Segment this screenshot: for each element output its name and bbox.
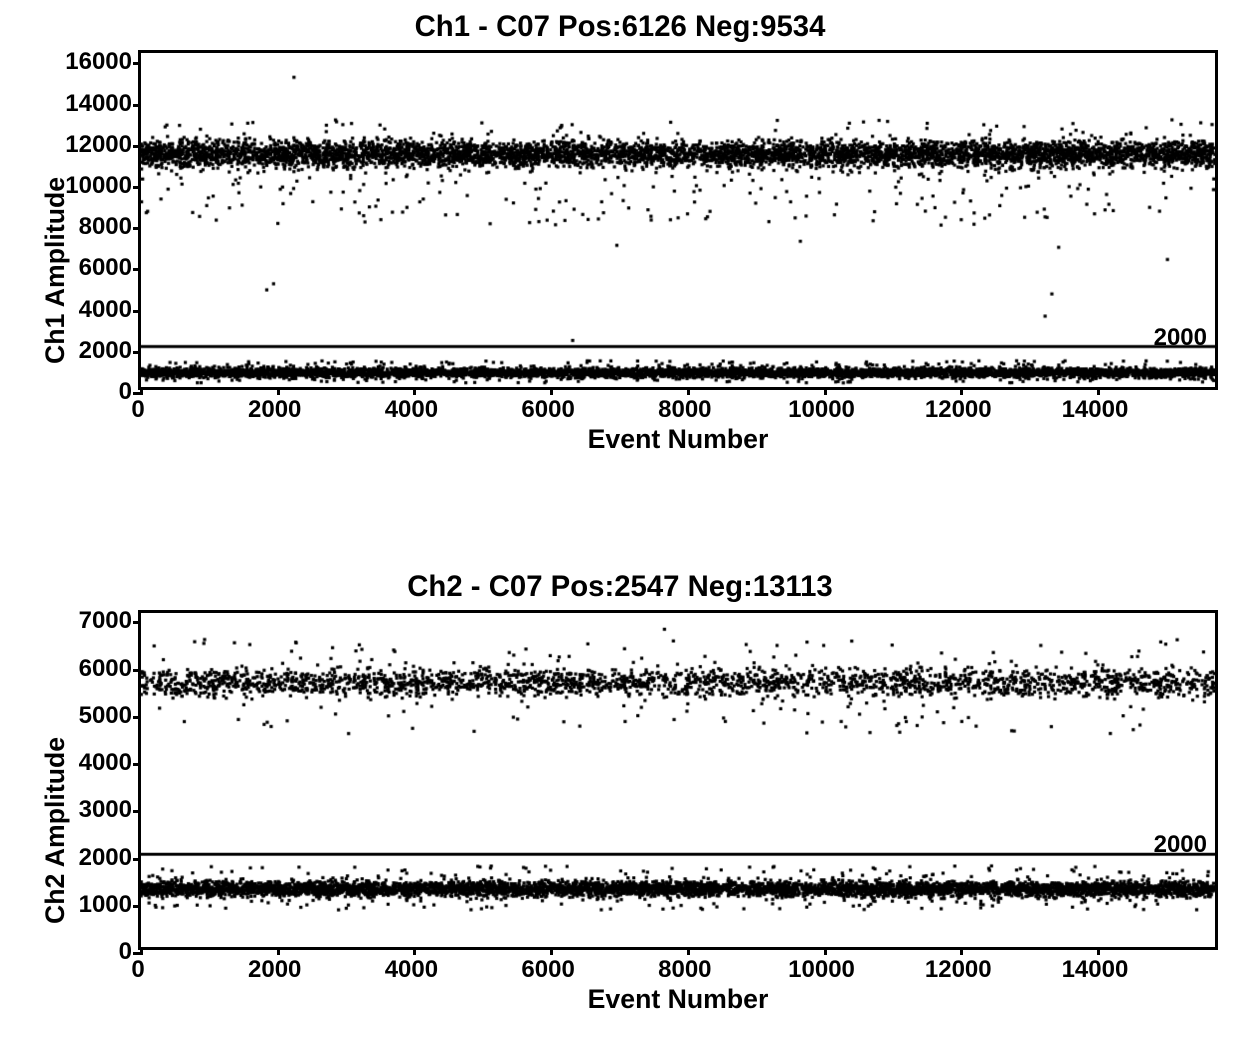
xtick-label: 12000 bbox=[918, 396, 998, 424]
ytick-label: 5000 bbox=[28, 702, 132, 730]
xtick-label: 8000 bbox=[645, 396, 725, 424]
chart-ch1-plot: 2000 bbox=[138, 50, 1218, 390]
xtick-label: 2000 bbox=[235, 956, 315, 984]
chart-ch2: Ch2 - C07 Pos:2547 Neg:13113 Ch2 Amplitu… bbox=[20, 570, 1220, 1040]
chart-ch2-xlabel: Event Number bbox=[138, 984, 1218, 1015]
chart-ch1-xticks: 02000400060008000100001200014000 bbox=[138, 394, 1218, 424]
page-root: Ch1 - C07 Pos:6126 Neg:9534 Ch1 Amplitud… bbox=[0, 0, 1240, 1057]
chart-ch1-canvas bbox=[141, 53, 1215, 387]
chart-ch2-canvas bbox=[141, 613, 1215, 947]
chart-gap bbox=[20, 480, 1220, 570]
ytick-label: 7000 bbox=[28, 607, 132, 635]
xtick-label: 0 bbox=[98, 956, 178, 984]
xtick-label: 14000 bbox=[1055, 956, 1135, 984]
xtick-label: 8000 bbox=[645, 956, 725, 984]
xtick-label: 12000 bbox=[918, 956, 998, 984]
chart-ch2-plot: 2000 bbox=[138, 610, 1218, 950]
ytick-label: 3000 bbox=[28, 796, 132, 824]
chart-ch2-xticks: 02000400060008000100001200014000 bbox=[138, 954, 1218, 984]
ytick-label: 8000 bbox=[28, 213, 132, 241]
ytick-label: 14000 bbox=[28, 90, 132, 118]
ytick-label: 2000 bbox=[28, 337, 132, 365]
ytick-label: 4000 bbox=[28, 749, 132, 777]
ytick-label: 10000 bbox=[28, 172, 132, 200]
chart-ch1-yticks: 0200040006000800010000120001400016000 bbox=[20, 50, 138, 390]
xtick-label: 10000 bbox=[782, 396, 862, 424]
xtick-label: 4000 bbox=[371, 396, 451, 424]
chart-ch1: Ch1 - C07 Pos:6126 Neg:9534 Ch1 Amplitud… bbox=[20, 10, 1220, 480]
chart-ch2-threshold-label: 2000 bbox=[1154, 831, 1207, 859]
ytick-label: 12000 bbox=[28, 131, 132, 159]
ytick-label: 16000 bbox=[28, 48, 132, 76]
chart-ch1-threshold-label: 2000 bbox=[1154, 324, 1207, 352]
chart-ch2-yticks: 01000200030004000500060007000 bbox=[20, 610, 138, 950]
xtick-label: 4000 bbox=[371, 956, 451, 984]
xtick-label: 6000 bbox=[508, 956, 588, 984]
chart-ch2-title: Ch2 - C07 Pos:2547 Neg:13113 bbox=[20, 570, 1220, 604]
ytick-label: 4000 bbox=[28, 296, 132, 324]
chart-ch1-xlabel: Event Number bbox=[138, 424, 1218, 455]
ytick-label: 1000 bbox=[28, 891, 132, 919]
xtick-label: 2000 bbox=[235, 396, 315, 424]
ytick-label: 2000 bbox=[28, 844, 132, 872]
chart-ch1-title: Ch1 - C07 Pos:6126 Neg:9534 bbox=[20, 10, 1220, 44]
ytick-label: 6000 bbox=[28, 254, 132, 282]
xtick-label: 0 bbox=[98, 396, 178, 424]
xtick-label: 10000 bbox=[782, 956, 862, 984]
xtick-label: 6000 bbox=[508, 396, 588, 424]
xtick-label: 14000 bbox=[1055, 396, 1135, 424]
ytick-label: 6000 bbox=[28, 655, 132, 683]
